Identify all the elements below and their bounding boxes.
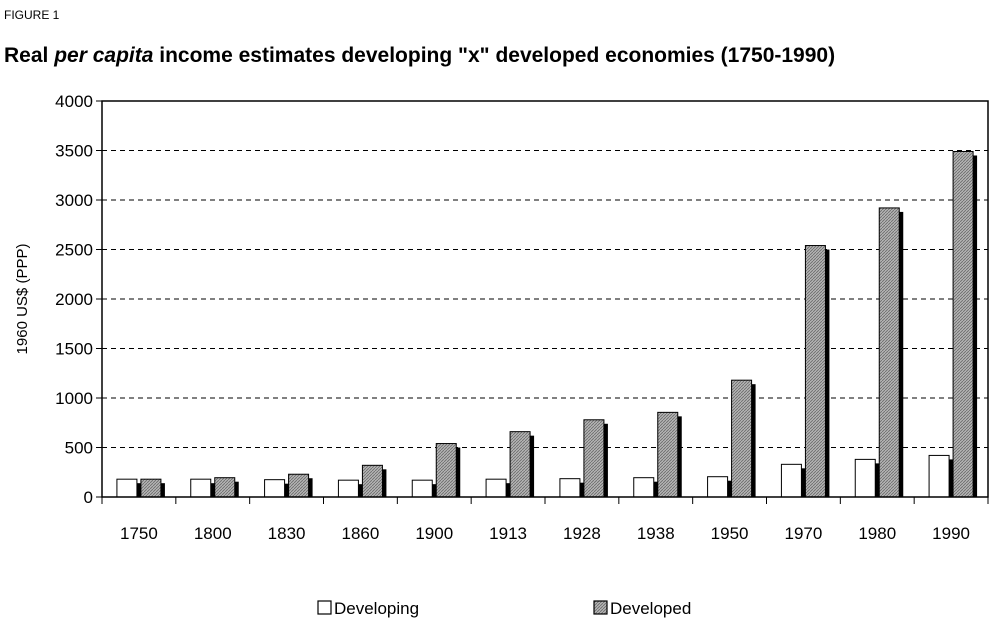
x-tick-label: 1980	[858, 524, 896, 543]
bars	[116, 150, 978, 498]
bar-developing	[116, 478, 138, 498]
bar-developing	[559, 478, 581, 498]
y-tick-label: 3500	[55, 142, 93, 161]
legend: Developing Developed	[317, 599, 691, 618]
bar-developing	[337, 479, 359, 498]
x-tick-label: 1800	[194, 524, 232, 543]
bar-developing	[854, 458, 876, 498]
bar-developing	[485, 478, 507, 498]
chart-title-post: income estimates developing "x" develope…	[153, 44, 836, 67]
y-tick-label: 4000	[55, 92, 93, 111]
x-tick-label: 1970	[785, 524, 823, 543]
bar-developed	[878, 207, 900, 498]
y-tick-label: 500	[65, 439, 93, 458]
y-tick-label: 3000	[55, 191, 93, 210]
legend-swatch	[593, 600, 608, 615]
bar-developed	[435, 443, 457, 498]
x-tick-label: 1913	[489, 524, 527, 543]
legend-label: Developed	[610, 599, 691, 618]
bar-developing	[264, 479, 286, 498]
y-tick-label: 0	[84, 488, 93, 507]
y-axis-label: 1960 US$ (PPP)	[14, 244, 31, 355]
legend-swatch	[317, 600, 332, 615]
bar-developing	[633, 477, 655, 498]
x-tick-label: 1860	[342, 524, 380, 543]
x-tick-label: 1950	[711, 524, 749, 543]
bar-developing	[707, 476, 729, 498]
x-tick-label: 1900	[415, 524, 453, 543]
y-tick-label: 1000	[55, 389, 93, 408]
bar-developed	[657, 411, 679, 498]
bar-developed	[731, 379, 753, 498]
chart-title-italic: per capita	[54, 44, 154, 67]
bar-developing	[928, 454, 950, 498]
bar-developing	[411, 479, 433, 498]
x-tick-label: 1928	[563, 524, 601, 543]
bar-developing	[780, 463, 802, 498]
y-tick-label: 1500	[55, 340, 93, 359]
legend-label: Developing	[334, 599, 419, 618]
axes	[96, 100, 989, 504]
chart-title: Real per capita income estimates develop…	[4, 44, 835, 68]
chart-title-pre: Real	[4, 44, 55, 67]
y-tick-label: 2500	[55, 241, 93, 260]
tick-labels: 0 500 1000 1500 2000 2500 3000 3500 4000 1750 1800…	[14, 92, 970, 543]
x-tick-label: 1750	[120, 524, 158, 543]
bar-developed	[952, 150, 974, 498]
gridlines	[102, 150, 988, 448]
bar-developed	[509, 431, 531, 498]
x-tick-label: 1830	[268, 524, 306, 543]
figure-label: FIGURE 1	[4, 8, 60, 22]
y-tick-label: 2000	[55, 290, 93, 309]
bar-developed	[214, 477, 236, 498]
bar-developing	[190, 478, 212, 498]
bar-developed	[583, 419, 605, 498]
bar-developed	[804, 245, 826, 498]
bar-developed	[288, 473, 310, 498]
bar-developed	[361, 464, 383, 498]
x-tick-label: 1990	[932, 524, 970, 543]
x-tick-label: 1938	[637, 524, 675, 543]
bar-developed	[140, 478, 162, 498]
